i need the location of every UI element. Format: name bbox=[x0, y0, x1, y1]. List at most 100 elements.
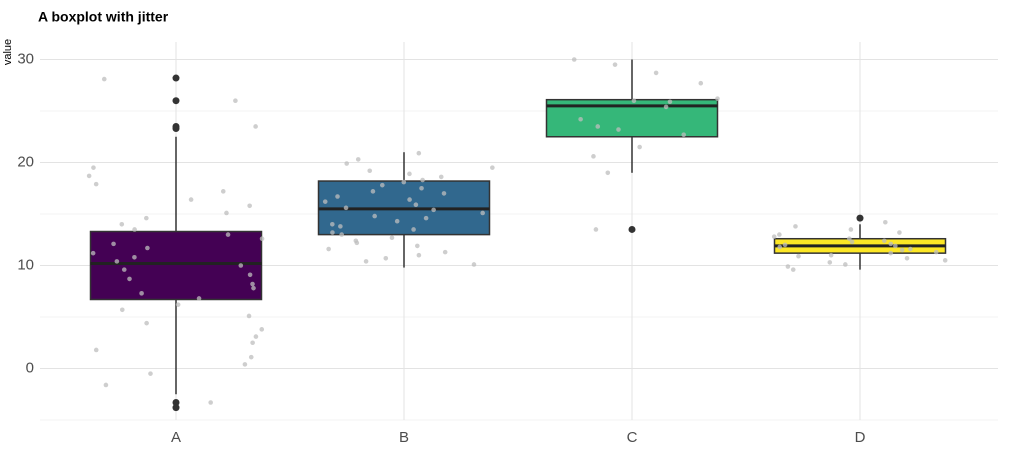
jitter-point bbox=[407, 197, 412, 202]
jitter-point bbox=[442, 249, 448, 255]
jitter-point bbox=[843, 262, 848, 267]
jitter-point bbox=[238, 263, 244, 268]
jitter-point bbox=[591, 154, 596, 159]
jitter-point bbox=[777, 232, 782, 237]
jitter-point bbox=[698, 80, 704, 86]
jitter-point bbox=[145, 245, 150, 251]
jitter-point bbox=[578, 116, 583, 122]
jitter-point bbox=[111, 241, 116, 247]
jitter-point bbox=[416, 252, 422, 258]
jitter-point bbox=[849, 239, 855, 245]
jitter-point bbox=[330, 230, 335, 235]
y-tick-label: 0 bbox=[26, 359, 34, 376]
jitter-point bbox=[593, 227, 599, 232]
y-axis-label: value bbox=[2, 39, 14, 65]
jitter-point bbox=[220, 189, 226, 194]
jitter-point bbox=[383, 255, 389, 261]
jitter-point bbox=[367, 168, 373, 174]
jitter-point bbox=[139, 291, 144, 296]
jitter-point bbox=[828, 252, 834, 258]
jitter-point bbox=[899, 247, 905, 253]
jitter-point bbox=[127, 276, 132, 282]
jitter-point bbox=[667, 99, 673, 105]
jitter-point bbox=[91, 165, 96, 170]
jitter-point bbox=[848, 227, 854, 232]
outlier bbox=[172, 97, 180, 105]
jitter-point bbox=[144, 215, 149, 221]
jitter-point bbox=[637, 144, 642, 150]
jitter-point bbox=[605, 170, 611, 176]
jitter-point bbox=[90, 250, 96, 256]
jitter-point bbox=[259, 236, 265, 242]
jitter-point bbox=[411, 227, 416, 232]
y-tick-label: 10 bbox=[17, 256, 34, 273]
jitter-point bbox=[370, 189, 376, 194]
jitter-point bbox=[423, 215, 429, 221]
x-tick-label: D bbox=[855, 429, 866, 446]
jitter-point bbox=[326, 246, 331, 252]
jitter-point bbox=[413, 202, 419, 208]
jitter-point bbox=[782, 242, 788, 248]
jitter-point bbox=[777, 244, 783, 250]
jitter-point bbox=[771, 234, 777, 239]
jitter-point bbox=[389, 235, 395, 240]
jitter-point bbox=[248, 354, 254, 360]
jitter-point bbox=[441, 191, 447, 196]
jitter-point bbox=[715, 96, 720, 101]
jitter-point bbox=[132, 227, 137, 232]
jitter-point bbox=[114, 259, 120, 264]
jitter-point bbox=[144, 320, 149, 326]
jitter-point bbox=[480, 210, 485, 216]
jitter-point bbox=[796, 253, 801, 259]
outlier bbox=[172, 74, 180, 82]
jitter-point bbox=[344, 161, 349, 166]
x-tick-label: C bbox=[627, 429, 638, 446]
jitter-point bbox=[233, 98, 238, 104]
jitter-point bbox=[394, 218, 400, 224]
jitter-point bbox=[882, 238, 887, 244]
jitter-point bbox=[335, 194, 340, 199]
x-tick-label: A bbox=[171, 429, 181, 446]
jitter-point bbox=[246, 313, 252, 319]
jitter-point bbox=[888, 250, 894, 256]
jitter-point bbox=[363, 259, 369, 264]
jitter-point bbox=[247, 203, 252, 209]
jitter-point bbox=[631, 98, 637, 104]
jitter-point bbox=[401, 179, 407, 185]
jitter-point bbox=[415, 243, 420, 249]
y-tick-label: 30 bbox=[17, 50, 34, 67]
jitter-point bbox=[372, 213, 377, 219]
jitter-point bbox=[888, 241, 894, 247]
jitter-point bbox=[343, 205, 349, 211]
jitter-point bbox=[253, 124, 258, 129]
jitter-point bbox=[322, 199, 328, 204]
jitter-point bbox=[224, 210, 229, 216]
jitter-point bbox=[490, 165, 495, 170]
jitter-point bbox=[250, 281, 255, 287]
jitter-point bbox=[616, 127, 621, 132]
jitter-point bbox=[132, 254, 137, 260]
jitter-point bbox=[407, 171, 412, 177]
jitter-point bbox=[242, 362, 248, 367]
jitter-point bbox=[86, 173, 92, 179]
jitter-point bbox=[847, 236, 852, 242]
jitter-point bbox=[148, 371, 153, 376]
outlier bbox=[628, 225, 636, 233]
chart-title: A boxplot with jitter bbox=[38, 9, 169, 25]
jitter-point bbox=[904, 255, 910, 261]
box bbox=[89, 230, 263, 301]
jitter-point bbox=[438, 174, 444, 180]
jitter-point bbox=[259, 327, 265, 332]
jitter-point bbox=[420, 177, 425, 183]
jitter-point bbox=[338, 224, 343, 229]
jitter-point bbox=[942, 258, 948, 263]
jitter-point bbox=[175, 302, 181, 307]
x-tick-label: B bbox=[399, 429, 409, 446]
jitter-point bbox=[380, 182, 385, 188]
jitter-point bbox=[339, 232, 344, 237]
jitter-point bbox=[253, 334, 259, 339]
jitter-point bbox=[119, 307, 125, 313]
jitter-point bbox=[663, 104, 669, 110]
jitter-point bbox=[188, 197, 194, 202]
